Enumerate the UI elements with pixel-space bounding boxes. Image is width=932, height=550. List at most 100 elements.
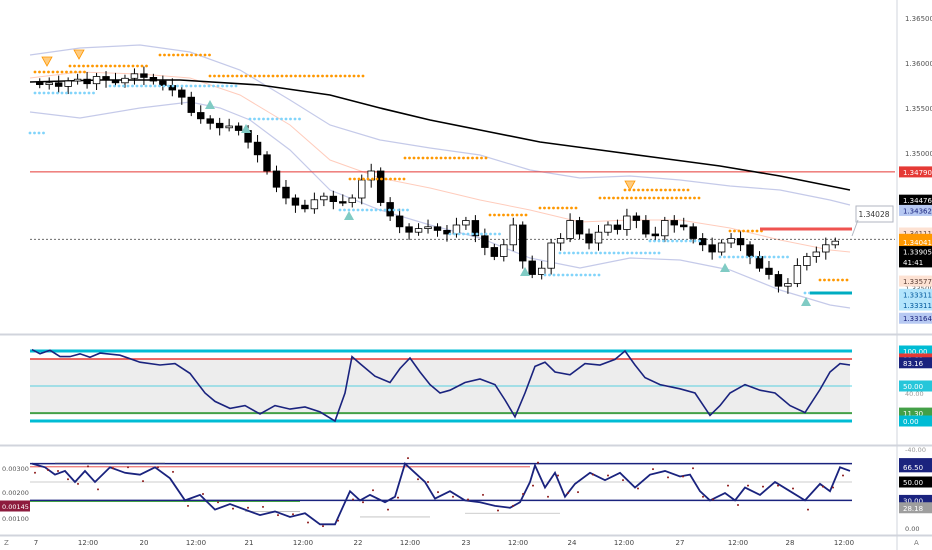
candle-up xyxy=(500,244,508,257)
signal-dot xyxy=(522,492,524,495)
support-dot xyxy=(262,117,265,121)
rsi-level-label: 0.00 xyxy=(899,415,932,427)
price-label-text: 1.33164 xyxy=(903,315,932,323)
support-dot xyxy=(365,208,369,212)
time-axis-tick: 21 xyxy=(245,539,254,547)
support-dot xyxy=(732,255,735,259)
support-dot xyxy=(657,239,661,243)
support-dot xyxy=(234,84,238,88)
signal-dot xyxy=(592,473,594,476)
buy-signal-triangle xyxy=(720,263,730,272)
signal-dot xyxy=(737,504,739,506)
resistance-dot xyxy=(755,229,759,233)
support-dot xyxy=(570,273,574,277)
time-axis-tick: 12:00 xyxy=(293,539,313,547)
price-label-badge xyxy=(899,256,932,268)
support-dot xyxy=(489,232,492,236)
resistance-dot xyxy=(91,64,94,68)
support-dot xyxy=(113,84,116,88)
time-axis-tick: 12:00 xyxy=(834,539,854,547)
support-dot xyxy=(42,131,45,135)
price-label: 1.34362 xyxy=(899,204,932,216)
resistance-dot xyxy=(751,229,754,233)
signal-dot xyxy=(497,509,499,512)
osc-right-badge xyxy=(899,494,932,506)
resistance-dot xyxy=(682,188,685,192)
support-dot xyxy=(548,273,551,277)
resistance-dot xyxy=(249,74,252,78)
support-dot xyxy=(448,232,452,236)
time-axis: 12:00 20 12:00 21 12:00 22 12:00 23 12:00 24 12:00… xyxy=(4,539,919,547)
candle-up xyxy=(812,251,821,257)
resistance-dot xyxy=(524,213,528,217)
support-dot xyxy=(689,239,692,243)
resistance-dot xyxy=(421,156,425,160)
candle-down xyxy=(481,235,489,248)
support-dot xyxy=(162,84,166,88)
support-dot xyxy=(648,251,652,255)
signal-dot xyxy=(652,468,654,471)
signal-dot xyxy=(712,498,714,501)
resistance-dot xyxy=(737,229,741,233)
support-dot xyxy=(401,208,405,212)
support-dot xyxy=(471,232,474,236)
support-dot xyxy=(680,239,683,243)
resistance-dot xyxy=(375,177,379,181)
resistance-dot xyxy=(841,278,844,282)
support-dot xyxy=(352,208,355,212)
osc-right-tick: 0.00 xyxy=(905,525,919,533)
signal-dot xyxy=(172,470,174,473)
signal-dot xyxy=(692,467,694,470)
support-dot xyxy=(575,273,578,277)
support-dot xyxy=(397,208,400,212)
signal-dot xyxy=(577,491,579,494)
resistance-dot xyxy=(289,74,293,78)
time-axis-tick: 27 xyxy=(676,539,685,547)
signal-dot xyxy=(777,484,779,487)
price-label-text: 1.33577 xyxy=(903,278,932,286)
support-dot xyxy=(772,255,776,259)
price-label-text: 1.33905 xyxy=(903,249,932,257)
candle-down xyxy=(253,141,262,156)
support-dot xyxy=(343,208,346,212)
resistance-dot xyxy=(321,74,324,78)
signal-dot xyxy=(727,484,729,487)
candle-down xyxy=(632,215,641,221)
support-dot xyxy=(626,251,629,255)
support-dot xyxy=(257,117,261,121)
osc-left-tick: 0.00100 xyxy=(2,515,29,523)
candle-down xyxy=(405,226,413,233)
resistance-dot xyxy=(603,196,606,200)
signal-dot xyxy=(57,469,59,472)
price-label-text: 41:41 xyxy=(903,259,923,267)
resistance-dot xyxy=(56,70,59,74)
resistance-dot xyxy=(393,177,397,181)
support-dot xyxy=(572,251,575,255)
signal-dot xyxy=(292,513,294,516)
candle-down xyxy=(178,89,186,98)
price-label-text: 1.33311 xyxy=(903,291,932,299)
support-dot xyxy=(480,232,483,236)
candle-down xyxy=(159,80,167,86)
support-dot xyxy=(42,91,46,95)
resistance-dot xyxy=(240,74,243,78)
candle-down xyxy=(206,118,214,124)
resistance-dot xyxy=(733,229,736,233)
resistance-dot xyxy=(140,64,144,68)
support-dot xyxy=(347,208,351,212)
support-dot xyxy=(356,208,360,212)
price-label-badge xyxy=(899,288,932,300)
support-dot xyxy=(597,273,601,277)
resistance-dot xyxy=(677,188,681,192)
resistance-dot xyxy=(823,278,826,282)
resistance-dot xyxy=(398,177,401,181)
oscillator-panel: 0.003000.002000.001450.0010070.0066.5050… xyxy=(0,457,932,533)
signal-dot xyxy=(637,487,639,490)
resistance-dot xyxy=(316,74,320,78)
support-dot xyxy=(198,84,202,88)
price-label: 1.33311 xyxy=(899,299,932,311)
resistance-dot xyxy=(670,196,674,200)
resistance-dot xyxy=(384,177,388,181)
signal-dot xyxy=(807,508,809,511)
